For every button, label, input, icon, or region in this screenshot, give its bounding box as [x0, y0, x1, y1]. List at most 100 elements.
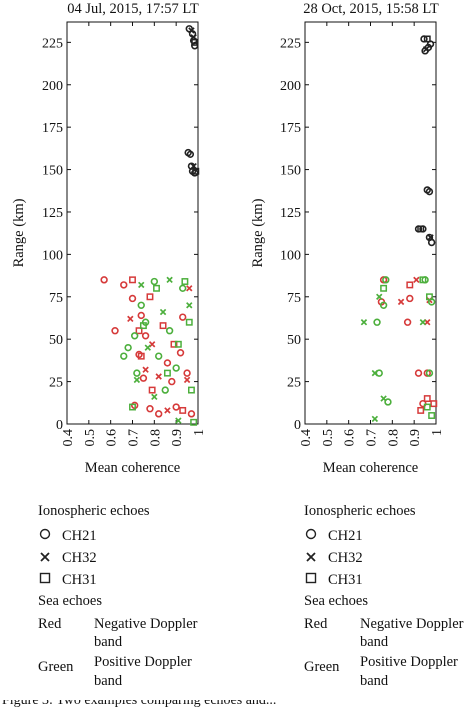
legend-red-desc-2: band	[94, 634, 123, 650]
y-axis-label: Range (km)	[11, 198, 27, 267]
data-point-square	[406, 281, 414, 289]
data-point-x	[142, 366, 149, 373]
data-point-circle	[124, 343, 132, 352]
data-point-square	[129, 403, 136, 411]
data-point-square	[163, 369, 171, 377]
data-point-square	[188, 386, 195, 394]
data-point-x	[371, 415, 379, 423]
chart-title: 04 Jul, 2015, 17:57 LT	[67, 1, 199, 17]
data-point-x	[186, 285, 193, 292]
data-point-x	[360, 319, 368, 326]
data-point-circle	[130, 332, 139, 340]
data-point-x	[159, 308, 167, 316]
legend-green-desc-2: band	[94, 673, 123, 689]
data-point-x	[183, 376, 191, 384]
x-tick-label: 0.4	[299, 429, 314, 447]
y-tick-label: 225	[280, 36, 301, 51]
data-point-circle	[427, 238, 436, 247]
legend-red-desc-2: band	[360, 634, 389, 650]
legend-green-label: Green	[304, 659, 340, 675]
figure-caption-fragment: Figure 3: Two examples comparing echoes …	[0, 700, 474, 708]
legend-red-desc-1: Negative Doppler	[94, 616, 198, 632]
data-point-circle	[139, 374, 148, 382]
data-point-square	[423, 395, 431, 403]
data-point-circle	[172, 364, 180, 372]
legend-right: Ionospheric echoes CH21 CH32 CH31 Sea ec…	[237, 500, 474, 700]
y-tick-label: 200	[280, 79, 301, 94]
data-point-square	[191, 38, 199, 46]
data-point-circle	[425, 187, 434, 196]
y-tick-label: 0	[56, 418, 63, 433]
data-point-x	[371, 369, 379, 377]
x-tick-label: 0.6	[105, 429, 120, 447]
x-marker-icon	[40, 552, 50, 562]
data-point-circle	[155, 352, 163, 360]
x-tick-label: 0.5	[83, 429, 98, 447]
data-point-square	[137, 352, 145, 360]
legend-green-desc-1: Positive Doppler	[360, 654, 458, 670]
data-point-circle	[403, 318, 412, 326]
legend-red-label: Red	[38, 616, 62, 632]
data-point-circle	[100, 276, 108, 284]
x-tick-label: 0.8	[386, 429, 401, 447]
data-point-square	[179, 406, 187, 414]
data-point-circle	[146, 405, 154, 413]
y-tick-label: 225	[42, 36, 63, 51]
data-point-square	[380, 284, 388, 292]
square-marker-icon	[305, 572, 317, 584]
y-tick-label: 200	[42, 79, 63, 94]
data-point-square	[146, 293, 154, 301]
legend-ch21: CH21	[62, 528, 97, 544]
y-tick-label: 50	[287, 333, 301, 348]
data-point-x	[422, 45, 430, 53]
data-point-square	[190, 418, 198, 426]
data-point-x	[427, 234, 434, 241]
legend-ch31: CH31	[62, 572, 97, 588]
data-point-circle	[120, 281, 128, 289]
data-point-square	[428, 412, 436, 419]
data-point-circle	[137, 311, 145, 320]
data-point-circle	[375, 369, 383, 377]
y-tick-label: 175	[42, 121, 63, 136]
y-tick-label: 50	[49, 333, 63, 348]
x-tick-label: 1	[430, 429, 445, 436]
data-point-circle	[120, 352, 128, 360]
x-tick-label: 0.9	[408, 429, 423, 447]
data-point-circle	[161, 386, 169, 394]
data-point-square	[181, 278, 189, 285]
data-point-circle	[141, 332, 150, 340]
data-point-x	[397, 298, 405, 306]
data-point-circle	[165, 327, 174, 335]
legend-sea-header: Sea echoes	[304, 593, 369, 609]
data-point-x	[151, 393, 158, 401]
data-point-x	[175, 417, 182, 424]
x-axis-label: Mean coherence	[85, 460, 180, 476]
y-tick-label: 25	[287, 376, 301, 391]
legend-ch21: CH21	[328, 528, 363, 544]
chart-title: 28 Oct, 2015, 15:58 LT	[303, 1, 439, 17]
data-point-circle	[137, 301, 145, 309]
data-point-x	[419, 319, 427, 326]
data-point-x	[380, 395, 387, 402]
data-point-circle	[133, 369, 141, 377]
data-point-x	[188, 27, 195, 34]
plot-frame	[304, 21, 437, 425]
data-point-circle	[179, 284, 187, 293]
data-point-square	[139, 322, 147, 330]
data-point-circle	[168, 377, 176, 386]
legend-green-desc-1: Positive Doppler	[94, 654, 192, 670]
x-tick-label: 0.7	[365, 429, 380, 447]
data-point-square	[153, 284, 160, 292]
data-point-x	[164, 407, 171, 414]
data-point-circle	[163, 359, 172, 367]
y-axis-label: Range (km)	[250, 198, 266, 267]
data-point-square	[419, 276, 427, 284]
data-point-square	[192, 167, 200, 175]
legend-green-label: Green	[38, 659, 74, 675]
legend-green-desc-2: band	[360, 673, 389, 689]
data-point-x	[133, 376, 141, 384]
x-tick-label: 0.7	[127, 429, 142, 447]
data-point-square	[426, 293, 433, 301]
square-marker-icon	[39, 572, 51, 584]
legend-red-desc-1: Negative Doppler	[360, 616, 464, 632]
